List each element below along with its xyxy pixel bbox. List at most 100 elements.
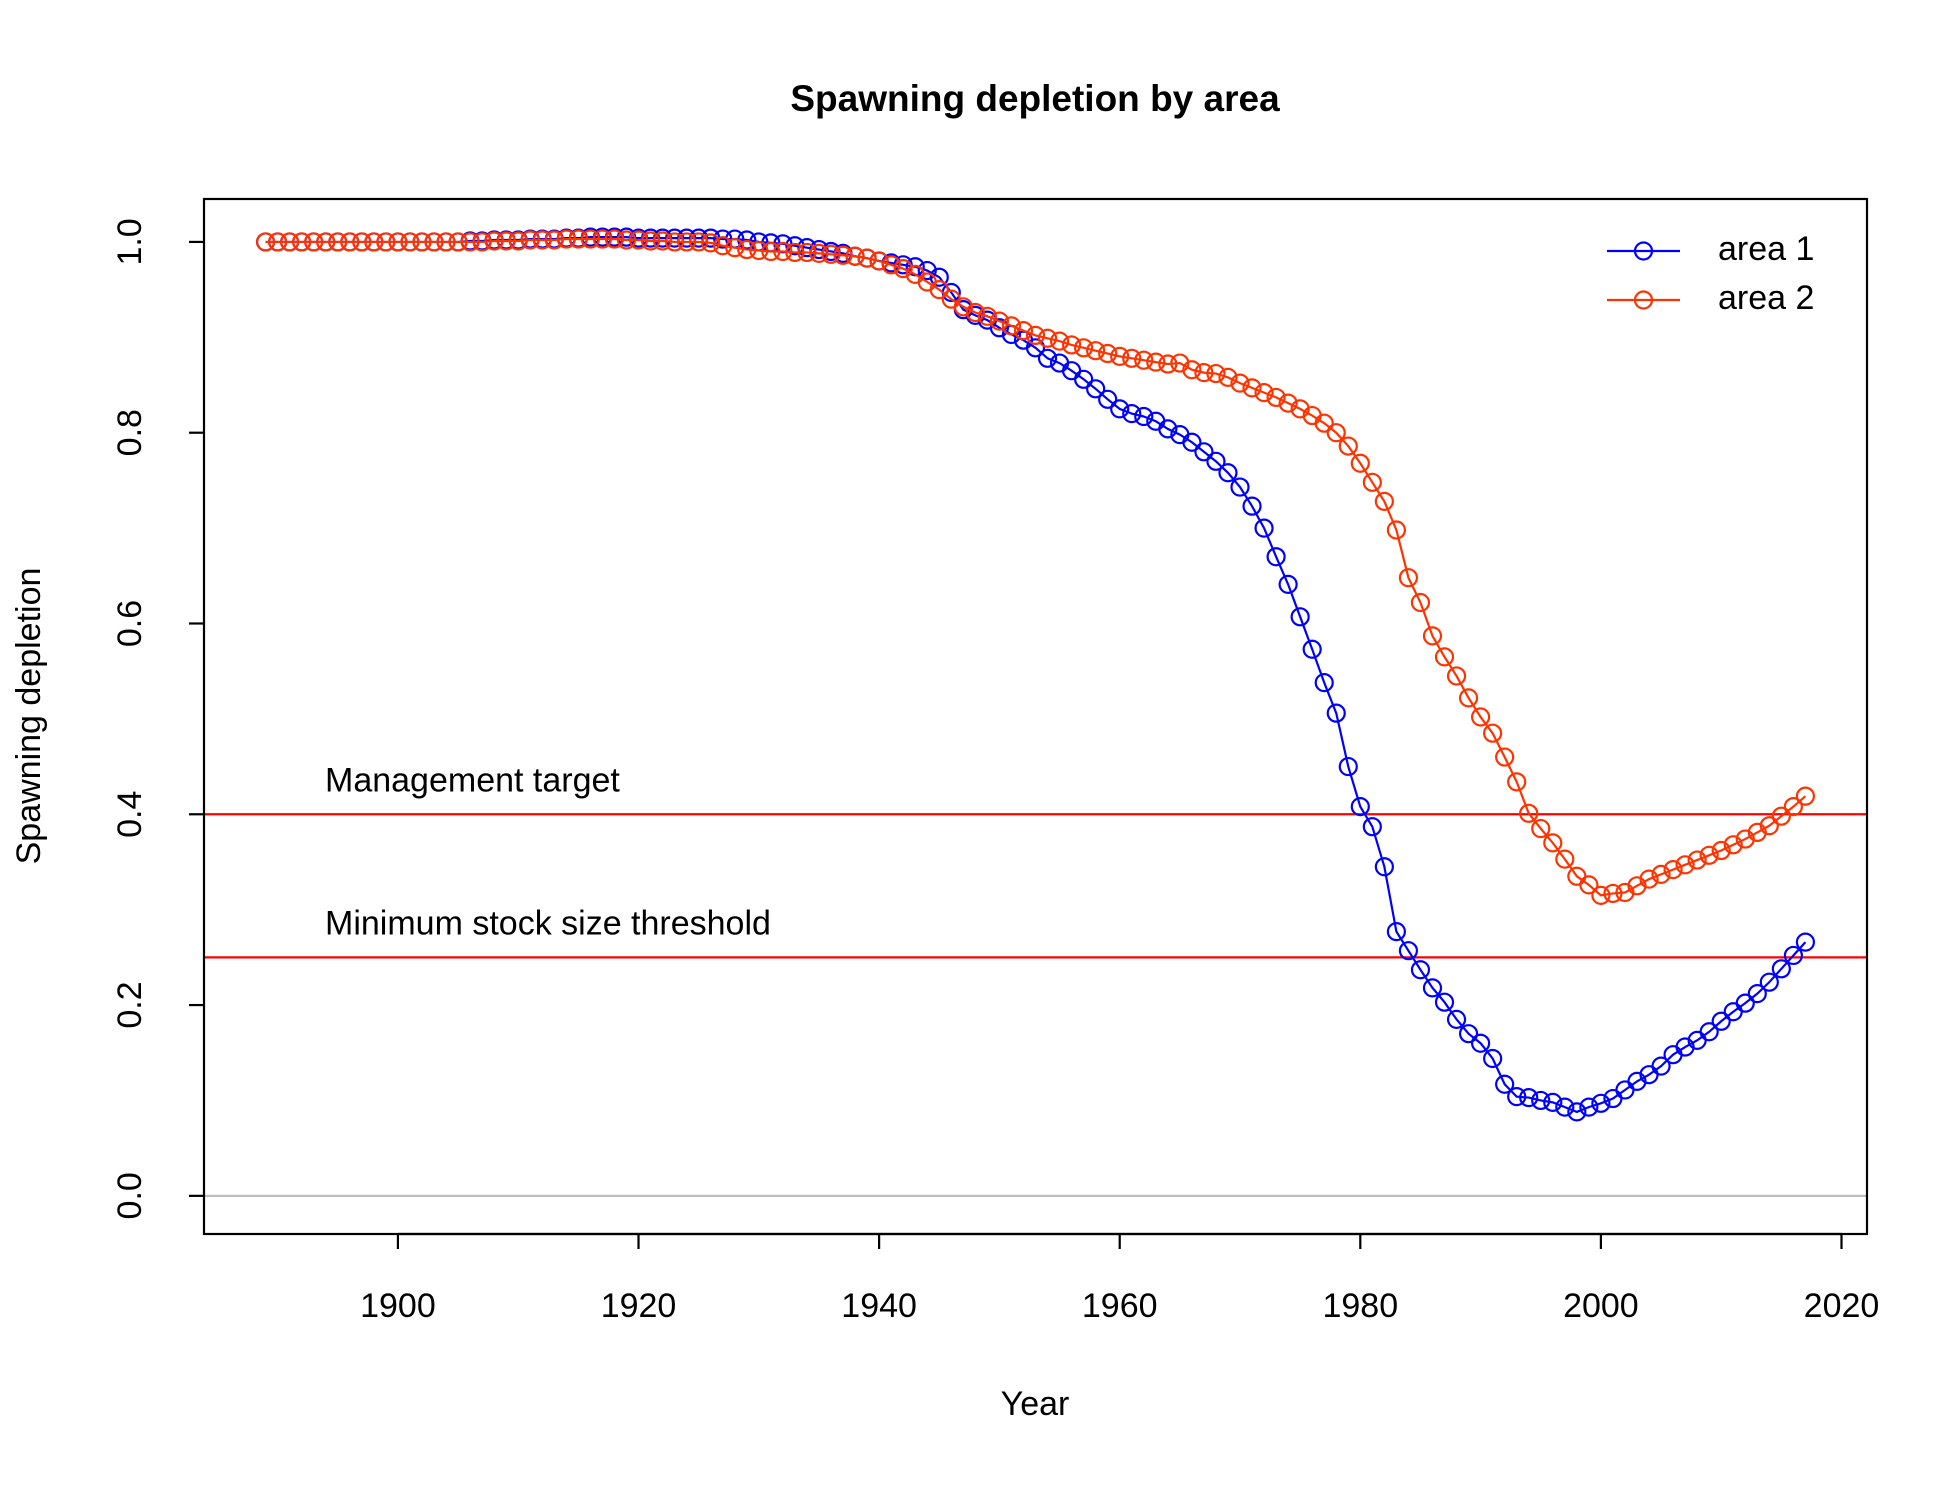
data-point bbox=[1519, 1087, 1539, 1108]
data-point bbox=[893, 259, 913, 279]
data-point bbox=[1230, 477, 1250, 497]
legend-label: area 2 bbox=[1718, 279, 1814, 317]
data-point bbox=[1446, 1009, 1467, 1029]
data-point bbox=[677, 232, 697, 252]
data-point bbox=[1098, 389, 1118, 409]
data-point bbox=[1603, 883, 1623, 904]
x-tick-label: 1920 bbox=[601, 1287, 677, 1325]
data-point bbox=[436, 232, 456, 252]
data-point bbox=[1037, 328, 1058, 348]
data-point bbox=[845, 246, 865, 266]
x-tick-label: 1980 bbox=[1322, 1287, 1398, 1325]
data-point bbox=[1398, 941, 1419, 961]
data-point bbox=[1591, 885, 1611, 905]
data-point bbox=[809, 243, 829, 263]
data-point bbox=[1122, 404, 1142, 424]
data-point bbox=[1795, 786, 1816, 806]
data-point bbox=[1519, 803, 1539, 823]
data-point bbox=[424, 232, 444, 252]
data-point bbox=[953, 297, 973, 317]
data-point bbox=[1711, 1011, 1731, 1031]
data-point bbox=[1410, 592, 1431, 613]
data-point bbox=[1230, 373, 1250, 393]
reference-label: Minimum stock size threshold bbox=[325, 904, 771, 942]
data-point bbox=[532, 230, 552, 250]
data-point bbox=[785, 242, 805, 263]
data-point bbox=[1639, 869, 1659, 889]
data-point bbox=[1651, 1056, 1671, 1076]
data-point bbox=[797, 242, 817, 263]
data-point bbox=[448, 232, 468, 252]
data-point bbox=[1146, 352, 1166, 372]
data-point bbox=[352, 232, 372, 252]
y-tick-label: 1.0 bbox=[111, 218, 149, 265]
data-point bbox=[749, 240, 769, 261]
data-point bbox=[1434, 647, 1455, 667]
data-point bbox=[1723, 835, 1743, 855]
data-point bbox=[364, 232, 384, 252]
data-point bbox=[1074, 338, 1094, 358]
data-point bbox=[1458, 1024, 1479, 1044]
data-point bbox=[1350, 797, 1370, 817]
data-point bbox=[737, 239, 757, 260]
data-point bbox=[628, 230, 649, 250]
data-point bbox=[1086, 379, 1106, 399]
data-point bbox=[725, 238, 745, 258]
data-point bbox=[1507, 1087, 1527, 1107]
data-point bbox=[1086, 341, 1106, 361]
data-point bbox=[761, 241, 781, 262]
data-point bbox=[280, 232, 300, 252]
data-point bbox=[1254, 383, 1274, 403]
data-point bbox=[1783, 797, 1803, 817]
data-point bbox=[1579, 875, 1599, 895]
data-point bbox=[1374, 857, 1394, 877]
data-point bbox=[1290, 607, 1310, 627]
data-point bbox=[568, 229, 588, 249]
data-point bbox=[1374, 491, 1394, 511]
data-point bbox=[1206, 363, 1226, 384]
data-point bbox=[1194, 442, 1214, 462]
data-point bbox=[1795, 932, 1816, 952]
data-point bbox=[929, 267, 949, 287]
data-point bbox=[616, 230, 637, 250]
y-tick-label: 0.2 bbox=[111, 981, 149, 1028]
legend-marker bbox=[1633, 241, 1654, 261]
data-point bbox=[1771, 959, 1791, 979]
data-point bbox=[592, 229, 613, 249]
data-point bbox=[929, 280, 949, 300]
data-point bbox=[1555, 849, 1575, 869]
data-point bbox=[1266, 547, 1286, 567]
data-point bbox=[821, 244, 841, 264]
y-tick-label: 0.4 bbox=[111, 791, 149, 838]
data-point bbox=[1591, 1093, 1611, 1113]
data-point bbox=[1711, 840, 1731, 861]
x-tick-label: 1900 bbox=[360, 1287, 436, 1325]
y-tick-label: 0.6 bbox=[111, 600, 149, 647]
data-point bbox=[1326, 423, 1346, 443]
y-tick-label: 0.0 bbox=[111, 1172, 149, 1219]
data-point bbox=[1735, 993, 1755, 1013]
y-tick-label: 0.8 bbox=[111, 409, 149, 456]
data-point bbox=[508, 231, 528, 251]
data-point bbox=[1759, 816, 1779, 836]
data-point bbox=[1471, 1033, 1491, 1053]
data-point bbox=[881, 255, 901, 275]
data-point bbox=[977, 306, 997, 326]
data-point bbox=[1410, 960, 1431, 980]
data-point bbox=[412, 232, 432, 252]
data-point bbox=[1446, 666, 1467, 686]
data-point bbox=[797, 238, 817, 258]
data-point bbox=[1350, 453, 1370, 473]
data-point bbox=[833, 245, 853, 265]
data-point bbox=[1098, 343, 1118, 364]
data-point bbox=[1458, 688, 1479, 708]
data-point bbox=[580, 229, 600, 249]
data-point bbox=[388, 232, 408, 252]
data-point bbox=[255, 232, 276, 252]
data-point bbox=[484, 231, 504, 251]
data-point bbox=[1651, 864, 1671, 884]
data-point bbox=[1663, 860, 1683, 880]
data-point bbox=[1134, 350, 1154, 370]
data-point bbox=[1122, 348, 1142, 368]
data-point bbox=[1025, 325, 1046, 346]
